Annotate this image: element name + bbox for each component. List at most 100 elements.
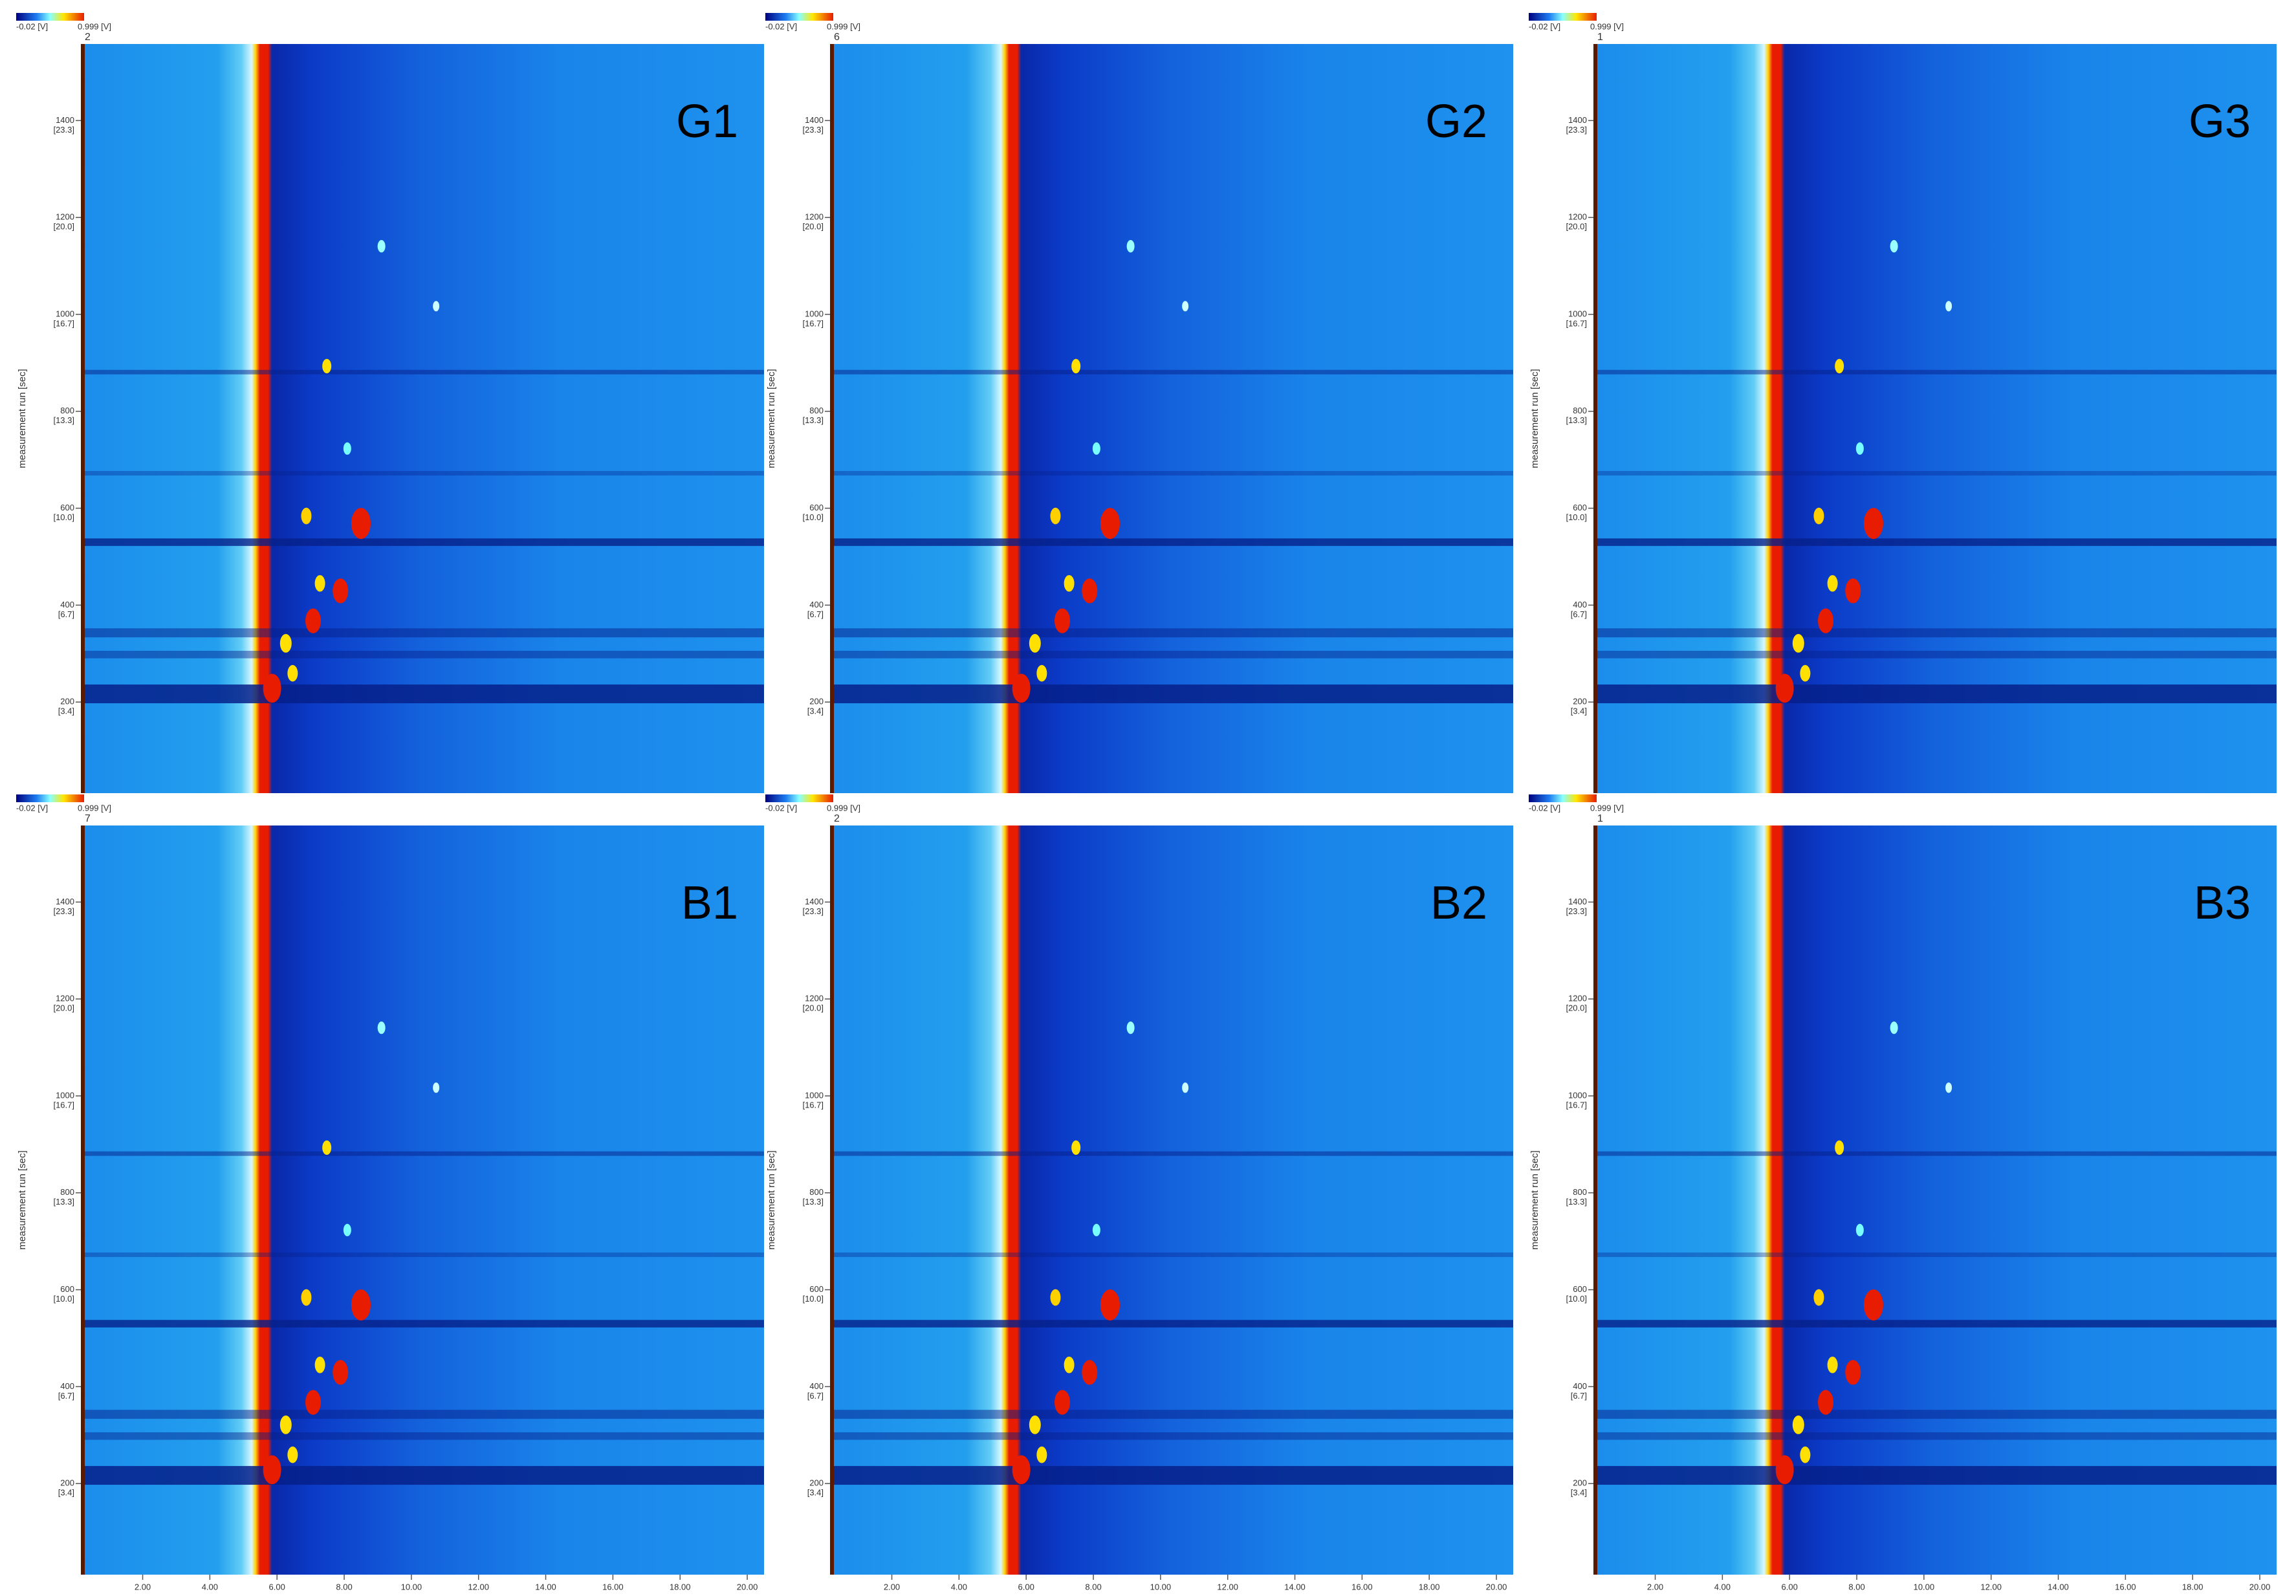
x-tick-label: 18.00 [2182,1582,2203,1591]
x-tick-label: 14.00 [2048,1582,2069,1591]
peak [322,358,332,374]
y-tick-label: 1000 [1568,1090,1587,1100]
stripe [834,471,1513,476]
peak [287,1446,298,1463]
stripe [85,684,764,704]
peak [1792,1416,1804,1434]
y-tick-label: 600 [809,1284,824,1294]
y-tick-sublabel: [20.0] [1566,1003,1587,1013]
y-tick-sublabel: [23.3] [802,125,824,135]
x-tick-label: 18.00 [670,1582,691,1591]
y-tick-sublabel: [16.7] [802,1100,824,1110]
peak [1050,507,1061,525]
stripe [1597,538,2277,546]
stripe [85,1432,764,1440]
y-tick-label: 1000 [56,309,74,318]
peak [1012,1455,1031,1485]
y-tick-label: 1200 [56,994,74,1003]
panel-label: G3 [2189,96,2251,148]
heatmap [1593,825,2277,1575]
peak [1855,1223,1864,1236]
stripe [85,369,764,375]
y-tick-label: 1200 [805,994,824,1003]
peak [301,1289,312,1306]
y-axis-title: measurement run [sec] [1529,369,1540,468]
y-tick-sublabel: [10.0] [802,512,824,522]
y-tick-sublabel: [16.7] [802,318,824,328]
y-tick-label: 200 [60,697,74,706]
y-tick-label: 600 [1573,503,1587,512]
y-tick-label: 200 [1573,1478,1587,1488]
peak [1092,442,1100,455]
y-tick-label: 1000 [805,1090,824,1100]
peak [1800,664,1811,682]
y-axis-title: measurement run [sec] [766,1150,777,1249]
y-tick-sublabel: [13.3] [1566,1197,1587,1207]
y-tick-sublabel: [23.3] [53,125,74,135]
panel-label: B1 [681,877,738,929]
x-tick-label: 14.00 [535,1582,556,1591]
edge [1593,44,1597,793]
panel: G2 6 -0.02 [V] 0.999 [V] measurement run [se… [765,13,1513,793]
scale-min: -0.02 [V] [765,803,797,813]
panel-label: B2 [1430,877,1487,929]
peak [1845,578,1861,604]
stripe [85,471,764,476]
x-tick-label: 20.00 [737,1582,758,1591]
x-tick-label: 8.00 [1848,1582,1864,1591]
peak [1126,1022,1135,1034]
peak [1775,1455,1794,1485]
heatmap [81,44,764,793]
y-tick-label: 1400 [56,897,74,906]
y-axis-title: measurement run [sec] [17,1150,28,1249]
y-tick-sublabel: [6.7] [807,1391,824,1401]
y-tick-sublabel: [3.4] [1571,1488,1587,1498]
peak [305,608,322,633]
panel: B1 7 -0.02 [V] 0.999 [V] measurement run [se… [16,794,764,1591]
y-tick-label: 400 [60,600,74,609]
peak [1100,1289,1120,1321]
y-tick-sublabel: [20.0] [1566,222,1587,232]
y-tick-sublabel: [10.0] [53,1294,74,1304]
peak [351,1289,371,1321]
stripe [834,1320,1513,1328]
y-tick-sublabel: [3.4] [1571,706,1587,716]
y-tick-sublabel: [6.7] [807,609,824,619]
color-scale [765,13,833,21]
y-tick-sublabel: [13.3] [802,1197,824,1207]
heatmap [830,825,1513,1575]
y-tick-sublabel: [16.7] [1566,318,1587,328]
stripe [834,1252,1513,1258]
peak [1792,634,1804,653]
peak [1945,1082,1952,1093]
run-number: 2 [834,813,840,824]
stripe [85,1466,764,1485]
peak [314,574,325,592]
peak [333,578,349,604]
peak [1082,1360,1098,1385]
y-tick-label: 800 [60,1187,74,1197]
y-tick-sublabel: [16.7] [1566,1100,1587,1110]
edge [830,44,834,793]
peak [1863,1289,1883,1321]
stripe [834,1151,1513,1156]
y-tick-sublabel: [3.4] [58,1488,74,1498]
stripe [85,1252,764,1258]
scale-min: -0.02 [V] [16,803,48,813]
scale-max: 0.999 [V] [827,803,860,813]
stripe [1597,1320,2277,1328]
y-tick-sublabel: [16.7] [53,1100,74,1110]
color-scale [765,794,833,802]
peak [1036,1446,1047,1463]
peak [314,1356,325,1373]
y-tick-sublabel: [13.3] [1566,415,1587,425]
peak [1050,1289,1061,1306]
y-tick-label: 400 [809,1381,824,1391]
y-tick-sublabel: [3.4] [58,706,74,716]
y-tick-label: 1400 [805,897,824,906]
heatmap [81,825,764,1575]
peak [1800,1446,1811,1463]
peak [1092,1223,1100,1236]
x-tick-label: 20.00 [2249,1582,2271,1591]
stripe [85,1320,764,1328]
